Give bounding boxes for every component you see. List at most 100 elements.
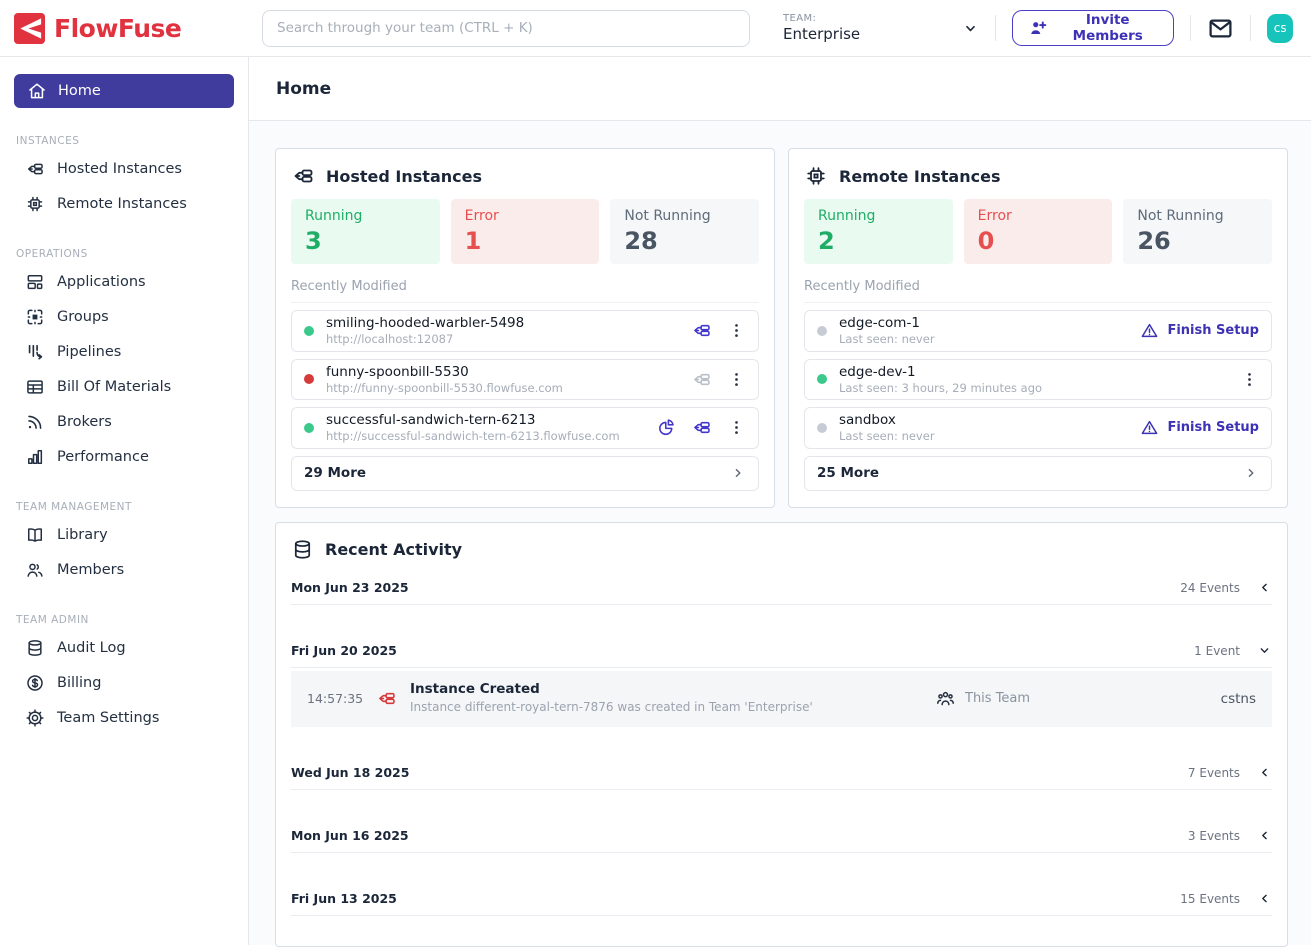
- pie-chart-icon: [655, 417, 676, 438]
- instance-row[interactable]: funny-spoonbill-5530 http://funny-spoonb…: [291, 359, 759, 401]
- sidebar-item-members[interactable]: Members: [0, 552, 248, 587]
- activity-group-toggle[interactable]: Fri Jun 13 2025 15 Events: [291, 883, 1272, 916]
- open-editor-button-disabled[interactable]: [691, 369, 712, 390]
- user-avatar[interactable]: cs: [1267, 14, 1293, 43]
- gear-icon: [25, 708, 45, 728]
- logo-wordmark: FlowFuse: [54, 14, 181, 43]
- instance-row[interactable]: smiling-hooded-warbler-5498 http://local…: [291, 310, 759, 352]
- search-input[interactable]: [262, 10, 750, 47]
- kebab-menu-button[interactable]: [727, 370, 746, 389]
- status-dot-offline: [817, 423, 827, 433]
- status-dot-error: [304, 374, 314, 384]
- activity-date: Mon Jun 16 2025: [291, 828, 1188, 843]
- activity-date: Mon Jun 23 2025: [291, 580, 1180, 595]
- finish-setup-button[interactable]: Finish Setup: [1140, 418, 1259, 437]
- sidebar-item-library[interactable]: Library: [0, 517, 248, 552]
- device-row[interactable]: sandbox Last seen: never Finish Setup: [804, 407, 1272, 449]
- invite-members-button[interactable]: Invite Members: [1012, 10, 1174, 46]
- event-user: cstns: [1186, 691, 1256, 707]
- finish-setup-button[interactable]: Finish Setup: [1140, 321, 1259, 340]
- dashboard-button[interactable]: [655, 417, 676, 438]
- chevron-right-icon: [1243, 465, 1259, 481]
- sidebar-section-team-management: TEAM MANAGEMENT: [16, 501, 232, 513]
- bar-chart-icon: [25, 447, 45, 467]
- team-name: Enterprise: [783, 25, 860, 43]
- activity-event-count: 3 Events: [1188, 829, 1240, 843]
- event-scope: This Team: [935, 688, 1173, 709]
- sidebar-item-remote-instances[interactable]: Remote Instances: [0, 186, 248, 221]
- flowfuse-logo[interactable]: FlowFuse: [0, 13, 249, 44]
- kebab-menu-button[interactable]: [727, 321, 746, 340]
- database-icon: [291, 538, 314, 561]
- activity-group-toggle[interactable]: Mon Jun 23 2025 24 Events: [291, 572, 1272, 605]
- activity-event-count: 7 Events: [1188, 766, 1240, 780]
- sidebar-item-pipelines[interactable]: Pipelines: [0, 334, 248, 369]
- activity-group: Mon Jun 16 2025 3 Events: [291, 820, 1272, 853]
- sidebar-item-audit-log[interactable]: Audit Log: [0, 630, 248, 665]
- instance-url: http://successful-sandwich-tern-6213.flo…: [326, 429, 643, 443]
- device-last-seen: Last seen: never: [839, 332, 1128, 346]
- notifications-button[interactable]: [1207, 15, 1234, 42]
- sidebar-item-team-settings[interactable]: Team Settings: [0, 700, 248, 735]
- remote-instances-card: Remote Instances Running 2 Error 0 Not R…: [788, 148, 1288, 508]
- device-name: edge-dev-1: [839, 364, 1228, 380]
- recent-activity-card: Recent Activity Mon Jun 23 2025 24 Event…: [275, 522, 1288, 947]
- status-dot-running: [817, 374, 827, 384]
- open-editor-button[interactable]: [691, 417, 712, 438]
- page-title: Home: [276, 79, 331, 99]
- kebab-icon: [727, 370, 746, 389]
- team-icon: [935, 688, 956, 709]
- card-title: Hosted Instances: [326, 167, 482, 186]
- sidebar-item-groups[interactable]: Groups: [0, 299, 248, 334]
- database-icon: [25, 638, 45, 658]
- content: Hosted Instances Running 3 Error 1 Not R…: [249, 121, 1311, 947]
- sidebar-item-brokers[interactable]: Brokers: [0, 404, 248, 439]
- activity-date: Fri Jun 13 2025: [291, 891, 1180, 906]
- activity-event-count: 24 Events: [1180, 581, 1240, 595]
- activity-group-toggle[interactable]: Mon Jun 16 2025 3 Events: [291, 820, 1272, 853]
- sidebar-item-hosted-instances[interactable]: Hosted Instances: [0, 151, 248, 186]
- open-editor-button[interactable]: [691, 320, 712, 341]
- sidebar-section-team-admin: TEAM ADMIN: [16, 614, 232, 626]
- sidebar-item-billing[interactable]: Billing: [0, 665, 248, 700]
- device-row[interactable]: edge-dev-1 Last seen: 3 hours, 29 minute…: [804, 359, 1272, 401]
- sidebar-item-bill-of-materials[interactable]: Bill Of Materials: [0, 369, 248, 404]
- divider: [1250, 15, 1251, 41]
- device-row[interactable]: edge-com-1 Last seen: never Finish Setup: [804, 310, 1272, 352]
- kebab-menu-button[interactable]: [727, 418, 746, 437]
- instance-name: smiling-hooded-warbler-5498: [326, 315, 679, 331]
- sidebar-item-home[interactable]: Home: [14, 74, 234, 108]
- warning-triangle-icon: [1140, 418, 1159, 437]
- recently-modified-label: Recently Modified: [804, 279, 1272, 303]
- sidebar-item-applications[interactable]: Applications: [0, 264, 248, 299]
- kebab-menu-button[interactable]: [1240, 370, 1259, 389]
- users-icon: [25, 560, 45, 580]
- node-icon: [691, 417, 712, 438]
- broadcast-icon: [25, 412, 45, 432]
- card-title: Remote Instances: [839, 167, 1000, 186]
- dollar-circle-icon: [25, 673, 45, 693]
- activity-group-toggle[interactable]: Wed Jun 18 2025 7 Events: [291, 757, 1272, 790]
- remote-more-link[interactable]: 25 More: [804, 456, 1272, 491]
- sidebar: Home INSTANCES Hosted Instances Remote I…: [0, 57, 249, 945]
- team-label: TEAM:: [783, 13, 860, 24]
- header-right: TEAM: Enterprise Invite Members cs: [783, 10, 1311, 46]
- device-last-seen: Last seen: 3 hours, 29 minutes ago: [839, 381, 1228, 395]
- instance-row[interactable]: successful-sandwich-tern-6213 http://suc…: [291, 407, 759, 449]
- chevron-left-icon: [1257, 765, 1272, 780]
- chip-icon: [25, 194, 45, 214]
- applications-icon: [25, 272, 45, 292]
- instance-name: successful-sandwich-tern-6213: [326, 412, 643, 428]
- hosted-more-link[interactable]: 29 More: [291, 456, 759, 491]
- activity-group-toggle[interactable]: Fri Jun 20 2025 1 Event: [291, 635, 1272, 668]
- sidebar-item-performance[interactable]: Performance: [0, 439, 248, 474]
- activity-event-count: 1 Event: [1194, 644, 1240, 658]
- kebab-icon: [1240, 370, 1259, 389]
- groups-icon: [25, 307, 45, 327]
- chip-icon: [804, 164, 828, 188]
- team-selector[interactable]: TEAM: Enterprise: [783, 13, 979, 43]
- book-icon: [25, 525, 45, 545]
- stat-not-running: Not Running 28: [610, 199, 759, 264]
- node-icon: [25, 159, 45, 179]
- status-dot-offline: [817, 326, 827, 336]
